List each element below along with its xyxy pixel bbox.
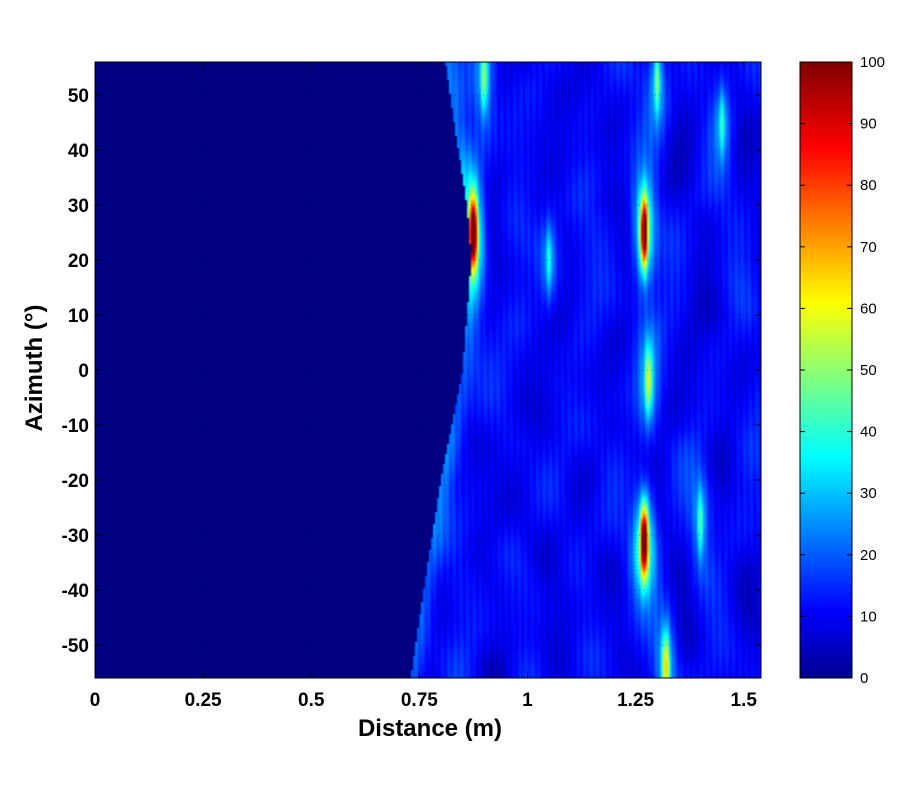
y-axis-label: Azimuth (°) <box>21 305 48 432</box>
y-tick-label: 20 <box>68 251 89 272</box>
x-axis-ticks: 0 0.25 0.5 0.75 1 1.25 1.5 <box>90 62 757 711</box>
x-tick-label: 1 <box>522 690 533 711</box>
x-tick-label: 0.75 <box>401 690 438 711</box>
grid-lines <box>95 62 761 678</box>
y-axis-ticks: 50 40 30 20 10 0 -10 -20 -30 -40 -50 <box>62 86 761 657</box>
x-tick-label: 0 <box>90 690 101 711</box>
y-tick-label: 30 <box>68 196 89 217</box>
colorbar-tick-label: 80 <box>860 177 877 194</box>
y-tick-label: -20 <box>62 471 89 492</box>
y-tick-label: -40 <box>62 581 89 602</box>
y-tick-label: -10 <box>62 416 89 437</box>
colorbar <box>799 61 853 679</box>
colorbar-tick-label: 100 <box>860 54 885 71</box>
colorbar-tick-label: 70 <box>860 239 877 256</box>
y-tick-label: -50 <box>62 636 89 657</box>
colorbar-tick-label: 30 <box>860 485 877 502</box>
colorbar-ticks: 0 10 20 30 40 50 60 70 80 90 100 <box>800 54 885 687</box>
x-tick-label: 0.5 <box>298 690 325 711</box>
x-tick-label: 0.25 <box>185 690 222 711</box>
colorbar-tick-label: 0 <box>860 670 868 687</box>
colorbar-tick-label: 20 <box>860 547 877 564</box>
x-tick-label: 1.5 <box>730 690 757 711</box>
colorbar-tick-label: 90 <box>860 116 877 133</box>
colorbar-tick-label: 10 <box>860 608 877 625</box>
colorbar-tick-label: 60 <box>860 300 877 317</box>
y-tick-label: 50 <box>68 86 89 107</box>
colorbar-tick-label: 40 <box>860 424 877 441</box>
colorbar-tick-label: 50 <box>860 362 877 379</box>
y-tick-label: 40 <box>68 141 89 162</box>
heatmap-image <box>95 62 761 678</box>
y-tick-label: -30 <box>62 526 89 547</box>
y-tick-label: 10 <box>68 306 89 327</box>
x-axis-label: Distance (m) <box>358 715 502 742</box>
y-tick-label: 0 <box>78 361 89 382</box>
x-tick-label: 1.25 <box>617 690 654 711</box>
